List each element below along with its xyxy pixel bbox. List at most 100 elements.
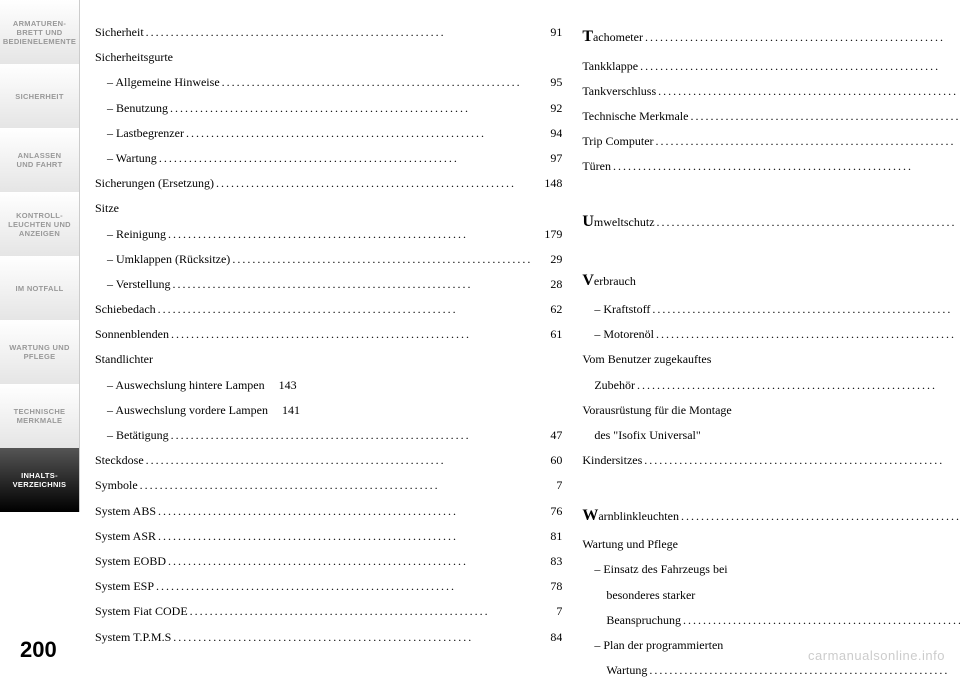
index-entry-label: besonderes starker bbox=[606, 583, 695, 608]
index-entry-dots: ........................................… bbox=[637, 373, 960, 398]
index-entry: Beanspruchung ..........................… bbox=[582, 608, 960, 633]
index-entry-page: 81 bbox=[534, 524, 562, 549]
index-entry-page: 141 bbox=[272, 398, 300, 423]
index-entry-label: Zubehör bbox=[594, 373, 635, 398]
index-entry-label: – Auswechslung hintere Lampen bbox=[107, 373, 265, 398]
index-entry-dots: ........................................… bbox=[158, 499, 532, 524]
index-entry-dots: ........................................… bbox=[216, 171, 532, 196]
index-entry-page: 76 bbox=[534, 499, 562, 524]
index-entry: – Betätigung ...........................… bbox=[95, 423, 562, 448]
index-entry-label: Sicherungen (Ersetzung) bbox=[95, 171, 214, 196]
sidebar-tab-label: TECHNISCHEMERKMALE bbox=[14, 407, 66, 425]
index-entry-label: – Verstellung bbox=[107, 272, 170, 297]
sidebar-tab-label: SICHERHEIT bbox=[15, 92, 63, 101]
index-entry: Vom Benutzer zugekauftes bbox=[582, 347, 960, 372]
index-entry-label: Technische Merkmale bbox=[582, 104, 688, 129]
index-entry-label: Wartung und Pflege bbox=[582, 532, 678, 557]
index-entry-label: – Motorenöl bbox=[594, 322, 654, 347]
index-entry-label: Beanspruchung bbox=[606, 608, 681, 633]
index-entry-page: 29 bbox=[534, 247, 562, 272]
index-entry-dots: ........................................… bbox=[222, 70, 533, 95]
index-entry: Wartung und Pflege bbox=[582, 532, 960, 557]
index-entry-label: Verbrauch bbox=[582, 264, 636, 298]
index-entry: – Kraftstoff ...........................… bbox=[582, 297, 960, 322]
index-entry-dots: ........................................… bbox=[146, 20, 533, 45]
index-entry: Türen ..................................… bbox=[582, 154, 960, 179]
index-entry: besonderes starker bbox=[582, 583, 960, 608]
index-entry-label: Wartung bbox=[606, 658, 647, 683]
index-entry-dots: ........................................… bbox=[158, 524, 532, 549]
index-entry-dots: ........................................… bbox=[172, 272, 532, 297]
index-entry-label: System ESP bbox=[95, 574, 154, 599]
index-entry-page: 60 bbox=[534, 448, 562, 473]
sidebar-tab-label: ANLASSENUND FAHRT bbox=[16, 151, 62, 169]
index-entry: – Auswechslung hintere Lampen ... 143 bbox=[95, 373, 562, 398]
index-entry: Symbole ................................… bbox=[95, 473, 562, 498]
index-entry-label: Tankverschluss bbox=[582, 79, 656, 104]
index-entry: Zubehör ................................… bbox=[582, 373, 960, 398]
index-entry-label: – Kraftstoff bbox=[594, 297, 650, 322]
index-entry-label: – Plan der programmierten bbox=[594, 633, 723, 658]
index-entry-dots: ........................................… bbox=[171, 322, 532, 347]
index-entry-label: Sonnenblenden bbox=[95, 322, 169, 347]
index-entry-label: – Allgemeine Hinweise bbox=[107, 70, 220, 95]
index-entry: – Lastbegrenzer ........................… bbox=[95, 121, 562, 146]
index-entry-page: 91 bbox=[534, 20, 562, 45]
index-entry: – Benutzung ............................… bbox=[95, 96, 562, 121]
sidebar-tab-1[interactable]: SICHERHEIT bbox=[0, 64, 80, 128]
index-entry-dots: ........................................… bbox=[173, 625, 532, 650]
index-entry-page: 78 bbox=[534, 574, 562, 599]
index-entry-label: Steckdose bbox=[95, 448, 144, 473]
index-entry: System ASR .............................… bbox=[95, 524, 562, 549]
index-entry-page: 179 bbox=[534, 222, 562, 247]
index-entry: Schiebedach ............................… bbox=[95, 297, 562, 322]
index-entry-label: Tankklappe bbox=[582, 54, 638, 79]
index-entry-dots: ........................................… bbox=[613, 154, 960, 179]
index-entry-label: Standlichter bbox=[95, 347, 153, 372]
index-entry: Sicherungen (Ersetzung) ................… bbox=[95, 171, 562, 196]
sidebar-tabs: ARMATUREN-BRETT UNDBEDIENELEMENTE SICHERH… bbox=[0, 0, 80, 678]
index-entry-label: Trip Computer bbox=[582, 129, 653, 154]
index-entry bbox=[582, 180, 960, 205]
index-entry-dots: ........................................… bbox=[168, 549, 532, 574]
index-entry-label: – Auswechslung vordere Lampen bbox=[107, 398, 268, 423]
index-entry-label: Tachometer bbox=[582, 20, 643, 54]
sidebar-tab-0[interactable]: ARMATUREN-BRETT UNDBEDIENELEMENTE bbox=[0, 0, 80, 64]
sidebar-tab-6[interactable]: TECHNISCHEMERKMALE bbox=[0, 384, 80, 448]
sidebar-tab-5[interactable]: WARTUNG UNDPFLEGE bbox=[0, 320, 80, 384]
index-entry-label: Schiebedach bbox=[95, 297, 156, 322]
index-entry: Sitze bbox=[95, 196, 562, 221]
sidebar-tab-label: IM NOTFALL bbox=[16, 284, 64, 293]
index-entry-dots: ........................................… bbox=[232, 247, 532, 272]
index-entry: Trip Computer ..........................… bbox=[582, 129, 960, 154]
index-entry-page: 61 bbox=[534, 322, 562, 347]
index-entry-page: 62 bbox=[534, 297, 562, 322]
index-entry-dots: ........................................… bbox=[683, 608, 960, 633]
index-entry-label: Symbole bbox=[95, 473, 138, 498]
index-entry-dots: ........................................… bbox=[656, 129, 960, 154]
index-entry-dots: ........................................… bbox=[190, 599, 533, 624]
sidebar-tab-3[interactable]: KONTROLL-LEUCHTEN UNDANZEIGEN bbox=[0, 192, 80, 256]
index-entry: Steckdose ..............................… bbox=[95, 448, 562, 473]
index-entry-label: – Umklappen (Rücksitze) bbox=[107, 247, 230, 272]
index-entry-dots: ........................................… bbox=[140, 473, 533, 498]
index-entry-dots: ........................................… bbox=[640, 54, 960, 79]
index-entry-page: 94 bbox=[534, 121, 562, 146]
sidebar-tab-2[interactable]: ANLASSENUND FAHRT bbox=[0, 128, 80, 192]
watermark: carmanualsonline.info bbox=[808, 648, 945, 663]
index-entry-dots: ........................................… bbox=[652, 297, 960, 322]
index-entry-page: 148 bbox=[534, 171, 562, 196]
index-entry-label: System EOBD bbox=[95, 549, 166, 574]
index-entry: – Auswechslung vordere Lampen ... 141 bbox=[95, 398, 562, 423]
sidebar-tab-4[interactable]: IM NOTFALL bbox=[0, 256, 80, 320]
page-number: 200 bbox=[20, 637, 57, 663]
index-entry-dots: ........................................… bbox=[657, 210, 960, 235]
sidebar-tab-7[interactable]: INHALTS-VERZEICHNIS bbox=[0, 448, 80, 512]
index-entry-page: 143 bbox=[269, 373, 297, 398]
index-entry-label: – Betätigung bbox=[107, 423, 169, 448]
index-entry-dots: ........................................… bbox=[644, 448, 960, 473]
index-entry: Tankklappe .............................… bbox=[582, 54, 960, 79]
index-entry-dots: ........................................… bbox=[690, 104, 960, 129]
index-entry: – Einsatz des Fahrzeugs bei bbox=[582, 557, 960, 582]
sidebar-tab-label: WARTUNG UNDPFLEGE bbox=[9, 343, 69, 361]
